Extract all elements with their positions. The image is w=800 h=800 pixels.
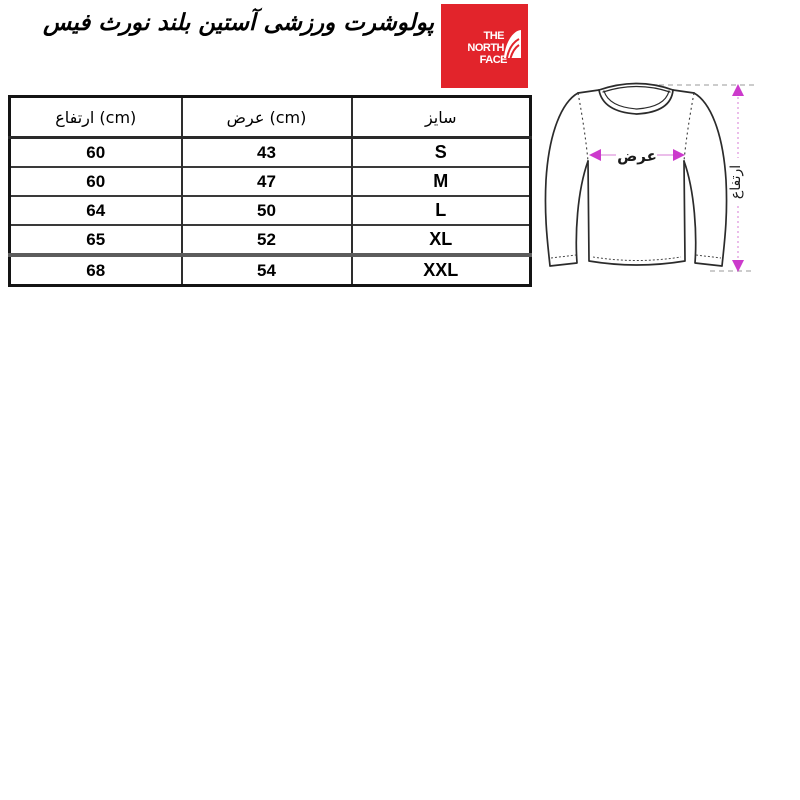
tnf-logo: THE NORTH FACE [441,4,528,88]
height-cell: 64 [8,195,183,225]
size-cell: M [350,166,532,196]
col-header-size: سایز [350,96,532,139]
size-cell: S [350,137,532,167]
collar-back-outer [598,82,674,91]
size-table-row: 60 43 S [8,137,532,167]
logo-text-line3: FACE [480,54,508,66]
half-dome-stripe [506,38,520,59]
size-table-row: 68 54 XXL [8,253,532,286]
col-header-height: ارتفاع (cm) [8,96,183,139]
height-arrow-label: ارتفاع [728,165,744,199]
right-shoulder-line [672,89,695,94]
body-outline [587,160,686,266]
half-dome-stripe [509,44,520,59]
height-cell: 60 [8,166,183,196]
product-title: پولوشرت ورزشی آستین بلند نورث فیس [43,10,434,36]
left-sleeve-outline [544,92,589,267]
height-arrow-top-head [732,84,744,96]
shirt-body [578,83,694,265]
right-sleeve-outline [683,92,728,267]
height-cell: 60 [8,137,183,167]
size-table: ارتفاع (cm) عرض (cm) سایز 60 43 S 60 47 … [8,95,532,287]
size-cell: L [350,195,532,225]
size-table-row: 64 50 L [8,195,532,225]
collar-back-inner [602,85,671,93]
shirt-measurement-diagram: عرض ارتفاع [533,63,773,300]
width-cell: 54 [180,253,353,286]
size-table-header-row: ارتفاع (cm) عرض (cm) سایز [8,96,532,139]
logo-text-line1: THE [484,30,505,42]
width-cell: 52 [180,224,353,255]
width-cell: 43 [180,137,353,167]
size-table-row: 60 47 M [8,166,532,196]
shirt-diagram-graphic: عرض ارتفاع [544,82,754,272]
left-armhole-seam [577,92,589,162]
size-cell: XXL [350,253,532,286]
shirt-left-sleeve [545,93,588,266]
width-cell: 47 [180,166,353,196]
height-cell: 65 [8,224,183,255]
width-arrow-label: عرض [617,147,657,165]
height-arrow-bottom-head [732,260,744,272]
width-arrow-right-head [673,149,685,161]
size-cell: XL [350,224,532,255]
height-cell: 68 [8,253,183,286]
size-table-row: 65 52 XL [8,224,532,255]
width-cell: 50 [180,195,353,225]
collar-front-inner [603,90,670,110]
left-shoulder-line [577,89,600,94]
col-header-width: عرض (cm) [180,96,353,139]
tnf-logo-graphic: THE NORTH FACE [441,4,528,88]
hem-stitch [592,256,682,261]
collar-front-outer [598,89,674,115]
left-cuff-stitch [550,254,577,259]
right-armhole-seam [683,92,695,162]
width-arrow-left-head [589,149,601,161]
logo-text-line2: NORTH [467,42,504,54]
shirt-right-sleeve [684,93,727,266]
right-cuff-stitch [695,254,722,259]
